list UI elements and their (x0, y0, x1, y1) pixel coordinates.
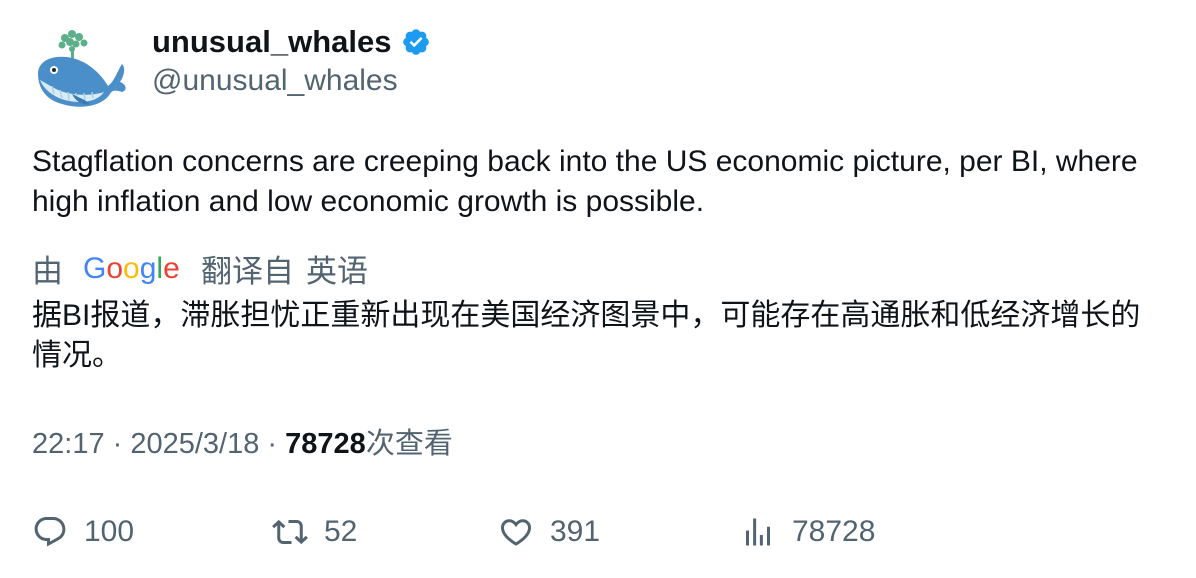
tweet-date[interactable]: 2025/3/18 (130, 428, 260, 460)
svg-text:Google: Google (83, 252, 180, 285)
whale-icon (38, 30, 126, 107)
reply-icon (34, 517, 66, 547)
author-display-name[interactable]: unusual_whales (152, 24, 431, 60)
meta-separator: · (104, 428, 131, 460)
google-logo-icon: Google (83, 252, 180, 285)
author-handle[interactable]: @unusual_whales (152, 64, 398, 97)
views-count: 78728 (792, 515, 876, 548)
display-name-text[interactable]: unusual_whales (152, 24, 392, 59)
meta-views-count: 78728 (285, 428, 366, 460)
retweet-count: 52 (324, 515, 358, 548)
meta-separator: · (259, 428, 286, 460)
translated-from-label: 翻译自 (201, 253, 294, 289)
reply-count: 100 (84, 515, 135, 548)
heart-icon (500, 519, 532, 546)
translation-by-label: 由 (32, 253, 63, 289)
translated-tweet-text: 据BI报道，滞胀担忧正重新出现在美国经济图景中，可能存在高通胀和低经济增长的情况… (32, 299, 1141, 372)
tweet-meta: 22:17 · 2025/3/18 · 78728 次查看 (32, 424, 453, 464)
views-button[interactable]: 78728 (740, 508, 875, 556)
retweet-icon (272, 519, 308, 545)
meta-views-label: 次查看 (365, 428, 453, 460)
tweet-time[interactable]: 22:17 (32, 428, 105, 460)
avatar[interactable] (32, 24, 128, 114)
verified-badge-icon (403, 29, 430, 55)
like-button[interactable]: 391 (498, 508, 600, 556)
like-count: 391 (550, 515, 601, 548)
views-chart-icon (746, 518, 770, 546)
translation-attribution: 由 Google 翻译自 英语 (32, 248, 368, 289)
retweet-button[interactable]: 52 (272, 508, 357, 556)
source-language: 英语 (306, 253, 368, 289)
action-bar: 100 52 391 78728 (32, 508, 1172, 556)
tweet-text: Stagflation concerns are creeping back i… (32, 145, 1138, 218)
reply-button[interactable]: 100 (32, 508, 134, 556)
